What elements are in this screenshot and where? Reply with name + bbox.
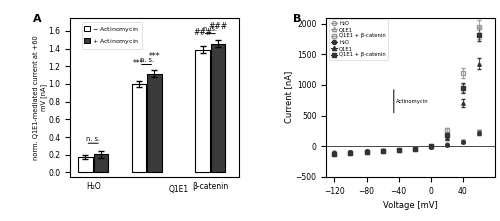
X-axis label: Voltage [mV]: Voltage [mV] — [384, 201, 438, 210]
Text: ***: *** — [133, 59, 144, 68]
Legend: H₂O, Q1E1, Q1E1 + β-catenin, H₂O, Q1E1, Q1E1 + β-catenin: H₂O, Q1E1, Q1E1 + β-catenin, H₂O, Q1E1, … — [329, 19, 388, 59]
Text: n. s.: n. s. — [203, 26, 218, 32]
Y-axis label: Current [nA]: Current [nA] — [284, 71, 293, 123]
Bar — [94, 154, 108, 172]
Bar — [132, 84, 146, 172]
Text: n. s.: n. s. — [140, 57, 153, 63]
Y-axis label: norm. Q1E1-mediated current at +60
mV [nA]: norm. Q1E1-mediated current at +60 mV [n… — [33, 35, 47, 160]
Text: Actinomycin: Actinomycin — [396, 99, 429, 104]
Text: ###: ### — [193, 28, 212, 37]
Text: n. s.: n. s. — [86, 135, 101, 142]
Text: A: A — [33, 15, 42, 25]
Bar — [78, 157, 92, 172]
Text: Q1E1: Q1E1 — [168, 185, 188, 194]
Text: ***: *** — [148, 52, 160, 61]
Text: B: B — [292, 15, 301, 25]
Bar — [211, 44, 225, 172]
Text: ###: ### — [208, 22, 228, 31]
Bar — [196, 50, 209, 172]
Legend: $-$ Actinomycin, $+$ Actinomycin: $-$ Actinomycin, $+$ Actinomycin — [82, 22, 142, 49]
Bar — [147, 74, 162, 172]
